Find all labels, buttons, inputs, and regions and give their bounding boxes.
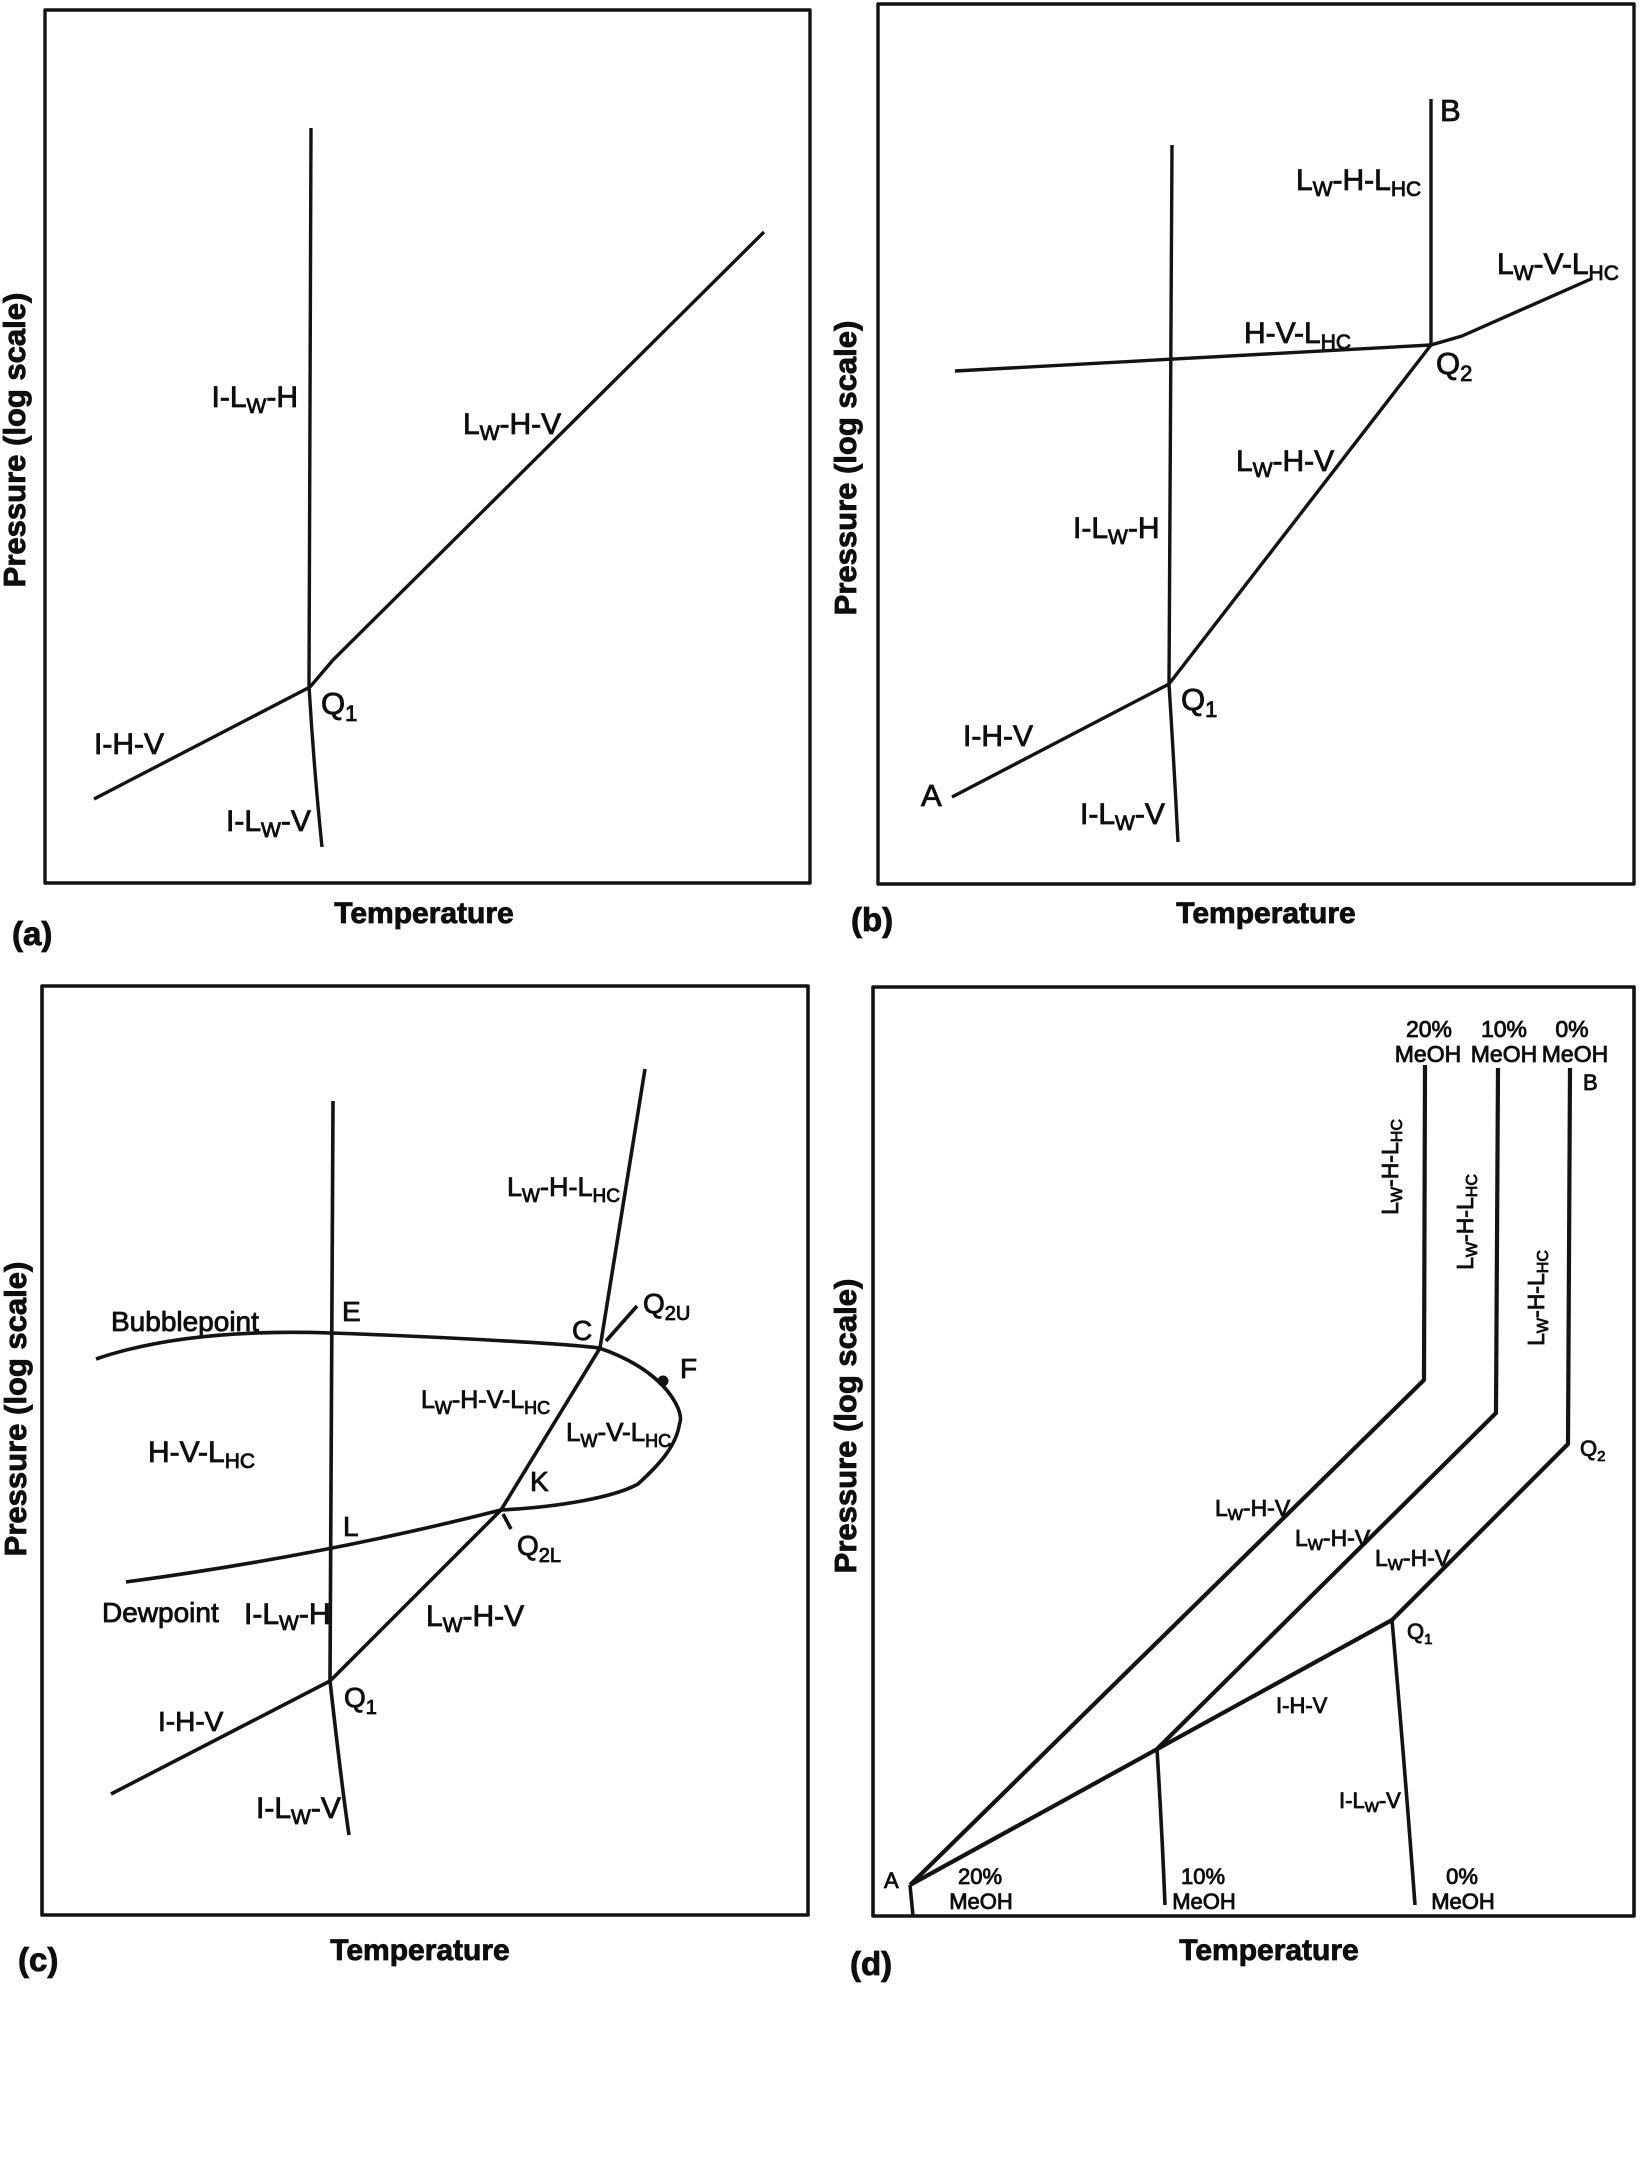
svg-text:LW-H-V: LW-H-V <box>1295 1525 1371 1554</box>
svg-text:K: K <box>530 1466 549 1497</box>
svg-text:LW-H-V: LW-H-V <box>1236 445 1334 482</box>
svg-text:I-H-V: I-H-V <box>963 720 1033 753</box>
svg-text:MeOH: MeOH <box>1542 1041 1608 1067</box>
svg-text:I-LW-V: I-LW-V <box>256 1792 341 1829</box>
svg-text:Pressure (log scale): Pressure (log scale) <box>0 1262 33 1557</box>
svg-text:I-LW-V: I-LW-V <box>1339 1788 1401 1816</box>
svg-text:LW-H-V: LW-H-V <box>426 1600 524 1637</box>
svg-text:(d): (d) <box>850 1945 892 1982</box>
svg-text:(b): (b) <box>851 901 893 938</box>
svg-text:Temperature: Temperature <box>1179 1934 1359 1967</box>
svg-text:LW-H-V: LW-H-V <box>1215 1495 1291 1524</box>
svg-text:MeOH: MeOH <box>1395 1041 1461 1067</box>
svg-text:F: F <box>680 1353 697 1384</box>
svg-text:L: L <box>343 1511 359 1542</box>
svg-text:Q2: Q2 <box>1580 1436 1605 1465</box>
svg-text:A: A <box>884 1868 899 1893</box>
svg-text:Bubblepoint: Bubblepoint <box>111 1306 259 1337</box>
svg-text:Pressure (log scale): Pressure (log scale) <box>0 293 32 588</box>
svg-text:LW-H-V: LW-H-V <box>1375 1545 1451 1574</box>
svg-text:I-LW-V: I-LW-V <box>1080 798 1165 835</box>
svg-text:MeOH: MeOH <box>1172 1889 1236 1914</box>
svg-text:0%: 0% <box>1555 1016 1588 1042</box>
svg-text:MeOH: MeOH <box>1431 1889 1495 1914</box>
svg-text:H-V-LHC: H-V-LHC <box>148 1436 255 1473</box>
svg-text:(a): (a) <box>12 915 52 952</box>
svg-text:10%: 10% <box>1481 1016 1527 1042</box>
svg-text:Pressure (log scale): Pressure (log scale) <box>828 1279 863 1574</box>
svg-text:LW-H-LHC: LW-H-LHC <box>1377 1119 1406 1215</box>
svg-text:I-H-V: I-H-V <box>158 1706 224 1737</box>
svg-text:LW-H-LHC: LW-H-LHC <box>1523 1250 1552 1346</box>
svg-text:MeOH: MeOH <box>1471 1041 1537 1067</box>
svg-text:MeOH: MeOH <box>949 1889 1013 1914</box>
svg-text:I-H-V: I-H-V <box>1276 1693 1328 1718</box>
svg-text:A: A <box>921 778 942 813</box>
svg-text:Temperature: Temperature <box>1176 897 1356 930</box>
svg-text:B: B <box>1440 93 1461 128</box>
svg-text:E: E <box>342 1296 361 1327</box>
svg-text:LW-H-V: LW-H-V <box>463 408 561 445</box>
svg-text:C: C <box>572 1315 592 1346</box>
svg-text:Dewpoint: Dewpoint <box>102 1597 219 1628</box>
svg-text:20%: 20% <box>1406 1016 1452 1042</box>
svg-text:Temperature: Temperature <box>334 897 514 930</box>
svg-text:10%: 10% <box>1181 1864 1225 1889</box>
svg-text:(c): (c) <box>18 1941 58 1978</box>
svg-text:0%: 0% <box>1446 1864 1478 1889</box>
svg-text:B: B <box>1583 1070 1598 1095</box>
svg-text:20%: 20% <box>958 1864 1002 1889</box>
svg-text:Temperature: Temperature <box>330 1934 510 1967</box>
svg-text:LW-V-LHC: LW-V-LHC <box>1497 248 1619 285</box>
svg-text:Pressure (log scale): Pressure (log scale) <box>828 321 863 616</box>
svg-text:I-H-V: I-H-V <box>94 728 164 761</box>
